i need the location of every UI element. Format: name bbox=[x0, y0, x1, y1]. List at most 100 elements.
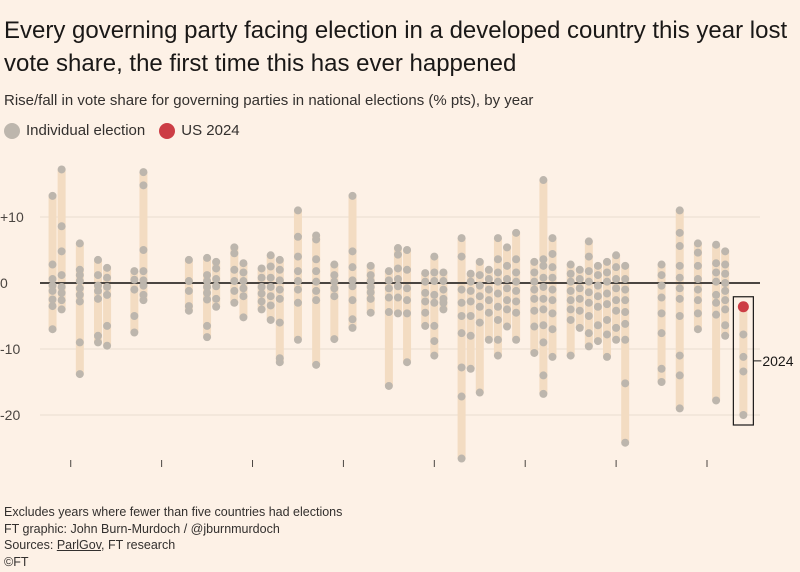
election-dot bbox=[457, 298, 466, 307]
election-dot bbox=[348, 247, 357, 256]
election-dot bbox=[493, 268, 502, 277]
range-bar bbox=[184, 259, 193, 311]
election-dot bbox=[539, 389, 548, 398]
election-dot bbox=[103, 341, 112, 350]
election-dot bbox=[348, 276, 357, 285]
election-dot bbox=[693, 285, 702, 294]
election-dot bbox=[230, 249, 239, 258]
election-dot bbox=[466, 312, 475, 320]
election-dot bbox=[184, 255, 193, 264]
election-dot bbox=[603, 315, 612, 324]
election-dot bbox=[493, 302, 502, 311]
election-dot bbox=[675, 242, 684, 251]
election-dot bbox=[266, 273, 275, 282]
election-dot bbox=[603, 330, 612, 339]
election-dot bbox=[548, 296, 557, 305]
election-dot bbox=[257, 289, 266, 298]
election-dot bbox=[103, 273, 112, 282]
election-dot bbox=[139, 181, 148, 190]
election-dot bbox=[539, 261, 548, 270]
election-dot bbox=[693, 261, 702, 270]
election-dot bbox=[530, 306, 539, 315]
election-dot bbox=[366, 288, 375, 297]
election-dot bbox=[584, 312, 593, 320]
election-dot bbox=[139, 281, 148, 290]
election-dot bbox=[203, 282, 212, 291]
range-bar bbox=[275, 259, 284, 363]
election-dot bbox=[603, 300, 612, 309]
election-dot bbox=[712, 396, 721, 405]
election-dot bbox=[103, 290, 112, 299]
election-dot bbox=[103, 321, 112, 330]
election-dot bbox=[366, 271, 375, 280]
election-dot bbox=[493, 277, 502, 286]
election-dot bbox=[293, 252, 302, 261]
footer: Excludes years where fewer than five cou… bbox=[4, 504, 342, 570]
election-dot bbox=[75, 290, 84, 299]
election-dot bbox=[484, 308, 493, 317]
election-dot bbox=[130, 328, 139, 337]
election-dot bbox=[421, 308, 430, 317]
election-dot bbox=[539, 294, 548, 303]
election-dot bbox=[275, 358, 284, 367]
election-dot bbox=[430, 290, 439, 299]
election-dot bbox=[57, 271, 66, 280]
y-tick-label: 0 bbox=[0, 275, 8, 291]
election-dot bbox=[512, 228, 521, 237]
x-tick-label: 1960 bbox=[146, 472, 177, 475]
election-dot bbox=[512, 268, 521, 277]
election-dot bbox=[675, 284, 684, 293]
range-bar bbox=[230, 247, 239, 303]
election-dot bbox=[212, 275, 221, 284]
election-dot bbox=[212, 257, 221, 266]
election-dot bbox=[693, 325, 702, 334]
election-dot bbox=[739, 352, 748, 361]
election-dot bbox=[457, 454, 466, 463]
election-dot bbox=[257, 273, 266, 282]
election-dot bbox=[275, 285, 284, 294]
election-dot bbox=[93, 338, 102, 347]
election-dot bbox=[75, 271, 84, 280]
election-dot bbox=[57, 165, 66, 174]
election-dot bbox=[384, 308, 393, 317]
election-dot bbox=[275, 294, 284, 303]
election-dot bbox=[721, 286, 730, 295]
election-dot bbox=[366, 294, 375, 303]
election-dot bbox=[393, 282, 402, 291]
election-dot bbox=[257, 264, 266, 273]
election-dot bbox=[566, 296, 575, 305]
legend-item-individual: Individual election bbox=[4, 122, 145, 139]
range-bar bbox=[139, 172, 148, 301]
election-dot bbox=[657, 260, 666, 269]
range-bar bbox=[657, 264, 666, 382]
election-dot bbox=[439, 277, 448, 286]
election-dot bbox=[466, 331, 475, 340]
election-dot bbox=[548, 325, 557, 334]
election-dot bbox=[203, 277, 212, 286]
election-dot bbox=[257, 297, 266, 306]
election-dot bbox=[484, 296, 493, 305]
election-dot bbox=[575, 323, 584, 332]
election-dot bbox=[657, 364, 666, 373]
election-dot bbox=[312, 360, 321, 369]
election-dot bbox=[539, 255, 548, 264]
election-dot bbox=[48, 302, 57, 311]
parlgov-link[interactable]: ParlGov bbox=[56, 538, 102, 552]
election-dot bbox=[393, 244, 402, 253]
election-dot bbox=[657, 281, 666, 290]
election-dot bbox=[239, 284, 248, 293]
election-dot bbox=[712, 298, 721, 307]
election-dot bbox=[203, 271, 212, 280]
election-dot bbox=[693, 248, 702, 257]
election-dot bbox=[293, 277, 302, 286]
election-dot bbox=[330, 284, 339, 293]
election-dot bbox=[693, 239, 702, 248]
election-dot bbox=[421, 269, 430, 278]
election-dot bbox=[330, 292, 339, 301]
election-dot bbox=[566, 260, 575, 269]
election-dot bbox=[366, 308, 375, 317]
election-dot bbox=[439, 298, 448, 307]
election-dot bbox=[93, 286, 102, 295]
range-bar bbox=[348, 195, 357, 328]
